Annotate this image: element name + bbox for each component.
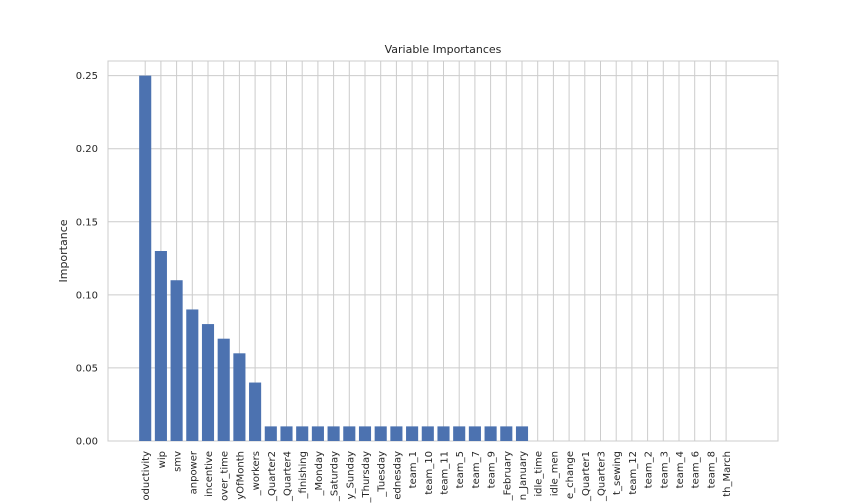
x-tick-label: _Quarter1 xyxy=(581,451,592,502)
bar-anpower xyxy=(186,309,199,441)
x-tick-label: n_January xyxy=(518,451,529,500)
x-tick-label: team_7 xyxy=(471,451,482,488)
x-tick-label: team_3 xyxy=(659,451,670,488)
x-tick-label: team_6 xyxy=(691,451,702,488)
x-tick-label: _Saturday xyxy=(330,451,341,502)
x-tick-label: t_sewing xyxy=(612,451,623,495)
y-tick-label: 0.10 xyxy=(76,290,98,301)
y-tick-label: 0.00 xyxy=(76,437,98,448)
bar-y-sunday xyxy=(343,426,356,441)
x-tick-label: _Quarter4 xyxy=(283,451,294,502)
x-tick-label: _Monday xyxy=(314,451,325,497)
bar-finishing xyxy=(296,426,309,441)
bar-thursday xyxy=(358,426,372,441)
x-tick-label: y_Sunday xyxy=(345,451,356,499)
x-tick-label: _February xyxy=(502,451,513,501)
bar-team-7 xyxy=(468,426,481,441)
bar-monday xyxy=(311,426,324,441)
bar-workers xyxy=(249,382,262,441)
x-tick-label: team_11 xyxy=(440,451,451,495)
bar-over-time xyxy=(217,338,230,441)
bar-yofmonth xyxy=(233,353,246,441)
bars xyxy=(139,75,529,441)
bar-saturday xyxy=(327,426,340,441)
x-tick-label: team_8 xyxy=(706,451,717,488)
y-tick-label: 0.20 xyxy=(76,144,98,155)
x-tick-label: oductivity xyxy=(141,451,152,501)
bar-team-11 xyxy=(437,426,450,441)
x-tick-label: yOfMonth xyxy=(235,451,246,500)
y-tick-label: 0.25 xyxy=(76,71,98,82)
x-tick-label: smv xyxy=(173,451,184,472)
bar-team-5 xyxy=(453,426,466,441)
x-tick-label: e_change xyxy=(565,451,576,499)
bar-team-9 xyxy=(484,426,497,441)
x-tick-label: _Tuesday xyxy=(377,451,388,498)
y-tick-label: 0.15 xyxy=(76,217,98,228)
x-tick-label: ednesday xyxy=(392,451,403,500)
bar-quarter4 xyxy=(280,426,293,441)
x-tick-label: _finishing xyxy=(298,451,309,499)
bar-smv xyxy=(170,280,183,441)
x-tick-label: _Thursday xyxy=(361,451,372,504)
bar-team-10 xyxy=(421,426,434,441)
bar-team-1 xyxy=(406,426,419,441)
x-tick-label: team_5 xyxy=(455,451,466,488)
y-axis-label: Importance xyxy=(57,219,70,282)
bar-wip xyxy=(154,251,167,441)
x-axis-ticks: oductivity wip smv anpower incentive over_tim… xyxy=(141,450,733,503)
x-tick-label: team_2 xyxy=(644,451,655,488)
x-tick-label: anpower xyxy=(188,450,199,494)
x-tick-label: team_1 xyxy=(408,451,419,488)
x-tick-label: _Quarter3 xyxy=(597,451,608,502)
chart-title: Variable Importances xyxy=(385,43,502,56)
x-tick-label: _workers xyxy=(251,451,262,496)
bar-ednesday xyxy=(390,426,403,441)
bar-incentive xyxy=(201,324,215,441)
x-tick-label: idle_time xyxy=(534,451,545,497)
y-axis-ticks: 0.00 0.05 0.10 0.15 0.20 0.25 xyxy=(76,71,98,447)
x-tick-label: team_9 xyxy=(487,451,498,488)
x-tick-label: team_4 xyxy=(675,451,686,488)
bar-oductivity xyxy=(139,75,152,441)
x-tick-label: team_10 xyxy=(424,451,435,495)
bar-n-january xyxy=(515,426,529,441)
bar-tuesday xyxy=(374,426,387,441)
bar-quarter2 xyxy=(264,426,277,441)
bar-february xyxy=(500,426,513,441)
x-tick-label: over_time xyxy=(220,451,231,501)
x-tick-label: th_March xyxy=(722,451,733,497)
y-tick-label: 0.05 xyxy=(76,363,98,374)
x-tick-label: wip xyxy=(157,451,168,468)
x-tick-label: incentive xyxy=(204,451,215,497)
x-tick-label: idle_men xyxy=(549,451,560,496)
x-tick-label: team_12 xyxy=(628,451,639,495)
x-tick-label: _Quarter2 xyxy=(267,451,278,502)
